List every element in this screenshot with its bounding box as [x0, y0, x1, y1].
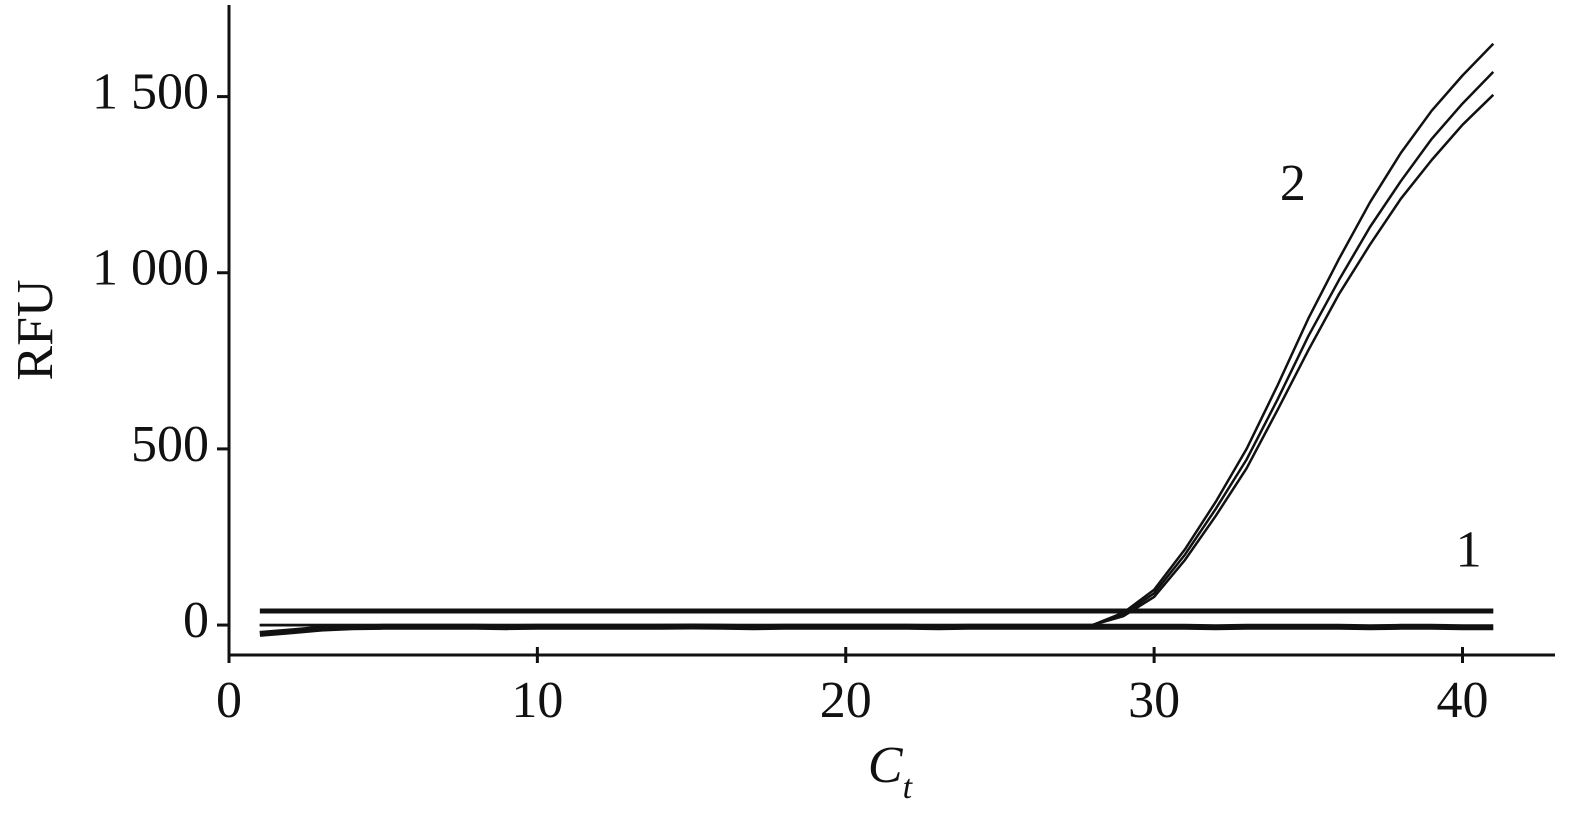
series-line: [259, 93, 1495, 627]
y-axis-label: RFU: [7, 279, 64, 380]
series-line: [259, 623, 1494, 637]
x-label-main: C: [868, 737, 904, 794]
y-tick-label: 1 000: [92, 240, 209, 297]
x-tick-label: 10: [511, 672, 563, 729]
annotation: 1: [1456, 522, 1482, 579]
x-tick-label: 20: [820, 672, 872, 729]
x-tick-label: 0: [216, 672, 242, 729]
x-axis-label: Ct: [868, 737, 914, 806]
y-tick-label: 1 500: [92, 64, 209, 121]
annotation: 2: [1280, 155, 1306, 212]
y-tick-label: 0: [183, 592, 209, 649]
x-label-sub: t: [903, 769, 914, 806]
x-tick-label: 30: [1128, 672, 1180, 729]
x-tick-label: 40: [1436, 672, 1488, 729]
y-tick-label: 500: [131, 416, 209, 473]
